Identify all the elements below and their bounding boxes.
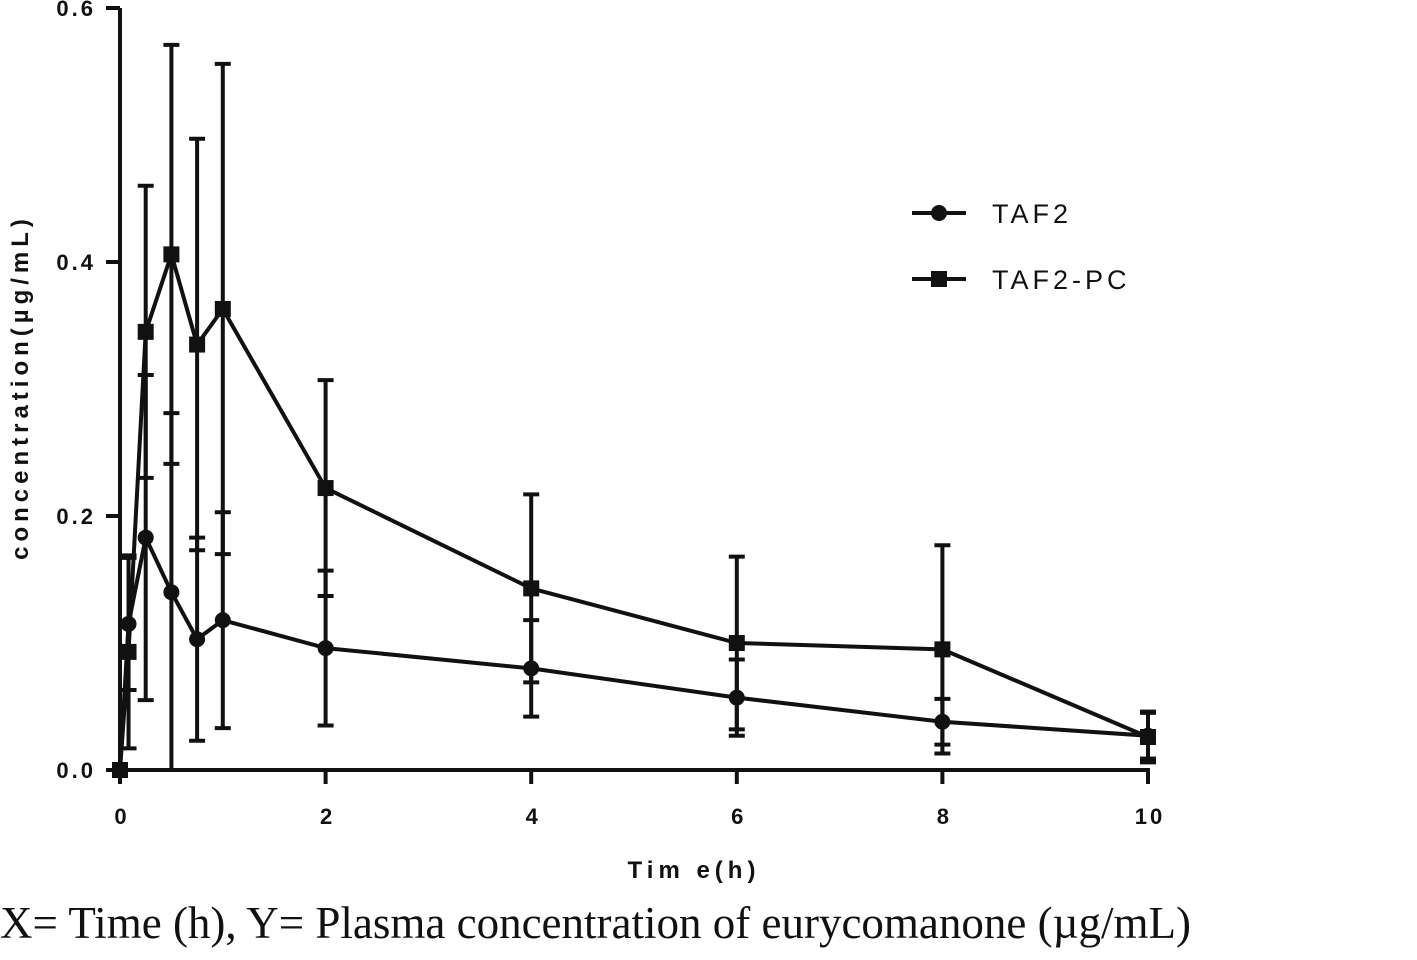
data-point-circle <box>523 660 540 677</box>
data-point-circle <box>120 615 137 632</box>
data-point-square <box>120 643 137 660</box>
axes <box>118 8 1150 772</box>
data-point-square <box>523 580 540 597</box>
series-lines <box>118 252 1149 771</box>
series-line-taf2-pc <box>118 252 1149 771</box>
y-tick-label: 0.0 <box>56 758 96 783</box>
data-point-square <box>317 480 334 497</box>
data-point-circle <box>189 631 206 648</box>
data-point-square <box>728 635 745 651</box>
x-tick-label: 0 <box>114 804 129 829</box>
x-tick-label: 2 <box>320 804 335 829</box>
x-tick-label: 6 <box>731 804 746 829</box>
figure-caption: X= Time (h), Y= Plasma concentration of … <box>0 898 1192 948</box>
line-chart: 0 2 4 6 8 10 0.0 0.2 0.4 0.6 Tim e(h) concentrati… <box>7 0 1165 884</box>
data-point-square <box>214 300 231 317</box>
series-line-taf2 <box>118 535 1149 771</box>
legend-marker-circle <box>931 205 947 221</box>
legend-label: TAF2 <box>992 199 1072 229</box>
data-point-circle <box>728 689 745 706</box>
data-point-square <box>934 641 951 658</box>
error-bars <box>120 42 1156 770</box>
data-point-circle <box>317 640 334 657</box>
data-point-circle <box>137 529 154 546</box>
data-point-circle <box>214 612 231 629</box>
data-point-square <box>1140 728 1156 745</box>
y-tick-label: 0.6 <box>56 0 96 21</box>
x-tick-label: 10 <box>1135 804 1165 829</box>
chart-container: 0 2 4 6 8 10 0.0 0.2 0.4 0.6 Tim e(h) concentrati… <box>7 0 1165 884</box>
legend-label: TAF2-PC <box>992 265 1131 295</box>
y-tick-label: 0.4 <box>56 250 96 275</box>
x-axis-title: Tim e(h) <box>628 857 761 884</box>
data-point-square <box>189 336 206 353</box>
ticks: 0 2 4 6 8 10 0.0 0.2 0.4 0.6 <box>56 0 1165 829</box>
legend: TAF2 TAF2-PC <box>912 199 1131 295</box>
data-point-square <box>137 323 154 340</box>
series-markers <box>112 246 1156 778</box>
x-tick-label: 8 <box>937 804 952 829</box>
y-tick-label: 0.2 <box>56 504 96 529</box>
data-point-circle <box>163 584 180 601</box>
data-point-square <box>112 762 128 778</box>
legend-marker-square <box>931 271 947 287</box>
data-point-circle <box>934 713 951 730</box>
x-tick-label: 4 <box>526 804 541 829</box>
y-axis-title: concentration(µg/mL) <box>7 214 34 560</box>
data-point-square <box>163 246 180 263</box>
